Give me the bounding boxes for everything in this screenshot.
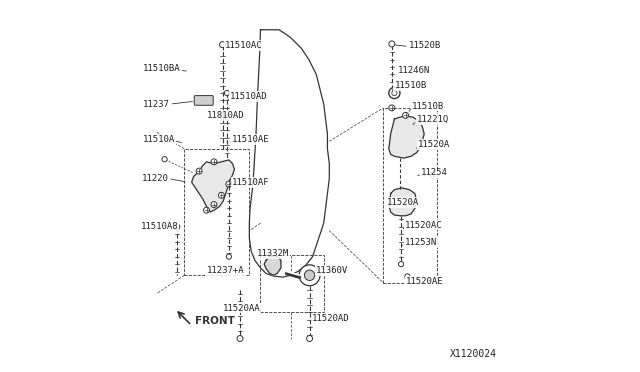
Circle shape [218,192,225,198]
Circle shape [392,90,397,96]
Circle shape [305,270,315,280]
Text: 11520AA: 11520AA [223,304,260,312]
Circle shape [399,262,404,267]
Circle shape [174,224,180,230]
Circle shape [430,172,435,177]
Circle shape [226,181,232,187]
Circle shape [389,105,395,111]
Circle shape [196,168,202,174]
Text: 11510AF: 11510AF [232,178,269,187]
Circle shape [237,336,243,341]
Text: 11253N: 11253N [405,238,437,247]
Circle shape [211,159,217,165]
Text: 11254: 11254 [421,169,448,177]
Text: 11520B: 11520B [410,41,442,50]
Text: 11510B: 11510B [394,81,427,90]
Circle shape [225,90,230,96]
Text: 11520AD: 11520AD [312,314,349,323]
Circle shape [307,336,312,341]
Text: 11510AE: 11510AE [232,135,269,144]
Text: 11510AC: 11510AC [225,41,263,50]
Circle shape [211,202,217,208]
Text: 11510AD: 11510AD [230,92,268,101]
Text: 11510A: 11510A [143,135,175,144]
Circle shape [162,157,167,162]
FancyBboxPatch shape [195,96,213,105]
Text: 11520A: 11520A [418,140,450,149]
Text: 11220: 11220 [142,174,169,183]
Text: 11520AC: 11520AC [405,221,442,230]
Polygon shape [389,188,417,216]
Text: 11520AE: 11520AE [406,277,443,286]
Text: X1120024: X1120024 [450,349,497,359]
Text: 11510B: 11510B [412,102,445,110]
Text: 11237: 11237 [143,100,170,109]
Text: 11332M: 11332M [257,249,289,258]
Polygon shape [264,257,281,275]
Text: 11510BA: 11510BA [143,64,181,73]
Text: 11810AD: 11810AD [207,111,244,120]
Circle shape [405,274,410,279]
Polygon shape [389,116,424,158]
Circle shape [389,87,400,99]
Circle shape [220,42,225,48]
Polygon shape [191,160,234,212]
Circle shape [389,41,395,47]
Circle shape [227,254,232,259]
Text: 11221Q: 11221Q [417,115,449,124]
Text: 11360V: 11360V [316,266,349,275]
Text: 11520A: 11520A [387,198,419,207]
Circle shape [204,207,209,213]
Text: 11246N: 11246N [398,66,430,75]
Polygon shape [250,30,330,277]
Circle shape [299,265,320,286]
Text: FRONT: FRONT [195,315,236,326]
Text: 11510A8: 11510A8 [141,222,179,231]
Circle shape [403,112,408,118]
Text: 11237+A: 11237+A [207,266,244,275]
